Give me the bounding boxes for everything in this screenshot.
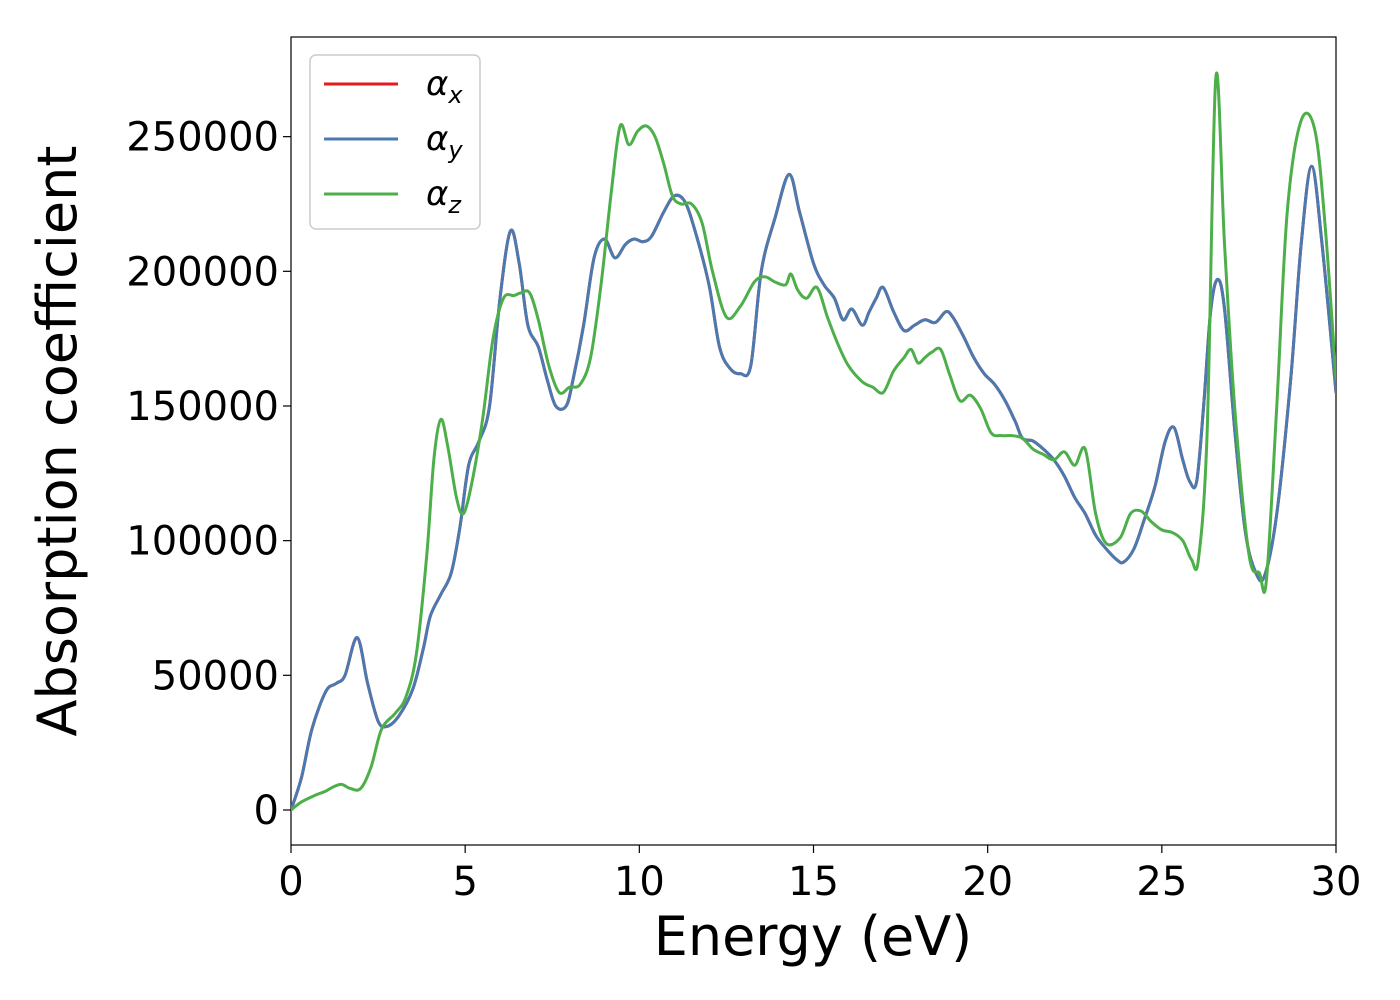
legend-label-x: αx (426, 64, 463, 109)
series-line-z (291, 71, 1336, 812)
x-axis-title: Energy (eV) (654, 905, 973, 968)
y-axis-title: Absorption coefficient (26, 146, 89, 737)
x-tick-label: 20 (962, 859, 1013, 905)
x-tick-label: 25 (1136, 859, 1187, 905)
y-tick-label: 100000 (126, 519, 279, 565)
x-tick-label: 0 (278, 859, 303, 905)
y-axis-ticks: 0 50000 100000 150000 200000 250000 (126, 115, 291, 834)
y-tick-label: 0 (254, 788, 279, 834)
x-tick-label: 30 (1311, 859, 1362, 905)
y-tick-label: 50000 (152, 653, 279, 699)
x-axis-ticks: 0 5 10 15 20 25 30 (278, 845, 1361, 905)
legend-box (309, 54, 481, 230)
series-layer (291, 71, 1336, 812)
y-tick-label: 200000 (126, 249, 279, 295)
x-tick-label: 10 (614, 859, 665, 905)
legend-label-y: αy (426, 119, 463, 164)
y-tick-label: 150000 (126, 384, 279, 430)
legend: αx αy αz (309, 54, 481, 230)
x-tick-label: 15 (788, 859, 839, 905)
y-tick-label: 250000 (126, 115, 279, 161)
x-tick-label: 5 (452, 859, 477, 905)
legend-label-z: αz (426, 174, 462, 219)
